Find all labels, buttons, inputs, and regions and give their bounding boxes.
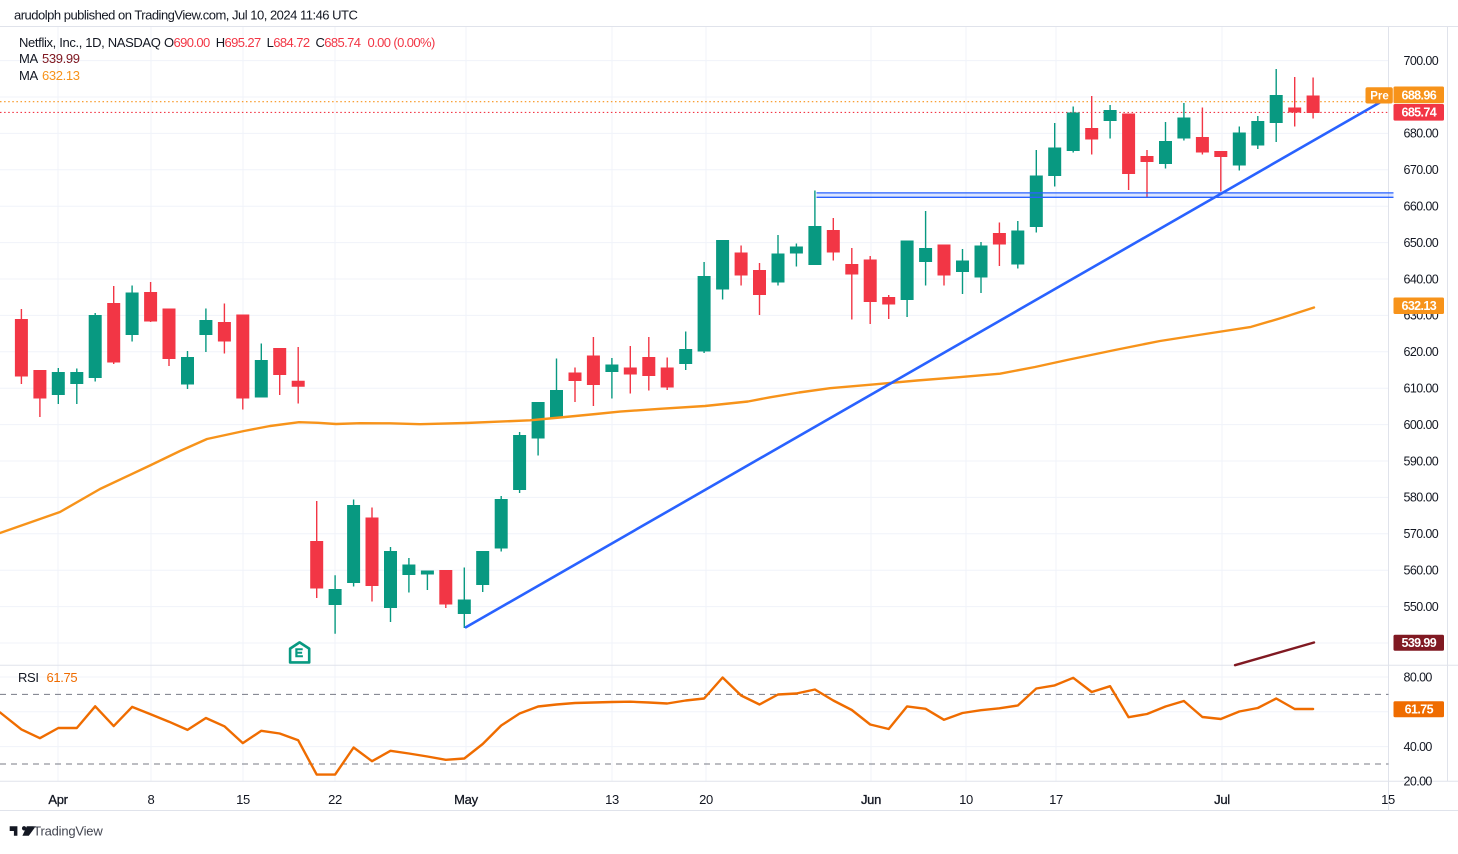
svg-text:17: 17	[1049, 792, 1063, 807]
svg-text:20.00: 20.00	[1404, 775, 1433, 789]
svg-text:590.00: 590.00	[1404, 454, 1439, 468]
svg-text:670.00: 670.00	[1404, 163, 1439, 177]
svg-text:688.96: 688.96	[1401, 88, 1436, 102]
svg-text:80.00: 80.00	[1404, 670, 1433, 684]
svg-text:15: 15	[236, 792, 250, 807]
svg-text:600.00: 600.00	[1404, 418, 1439, 432]
svg-text:40.00: 40.00	[1404, 740, 1433, 754]
svg-text:13: 13	[605, 792, 619, 807]
svg-text:Netflix, Inc., 1D, NASDAQ: Netflix, Inc., 1D, NASDAQ	[19, 35, 161, 50]
svg-text:632.13: 632.13	[1401, 299, 1436, 313]
svg-text:620.00: 620.00	[1404, 345, 1439, 359]
svg-text:10: 10	[959, 792, 973, 807]
svg-text:Jul: Jul	[1214, 792, 1230, 807]
svg-text:680.00: 680.00	[1404, 127, 1439, 141]
svg-text:RSI 61.75: RSI 61.75	[18, 670, 77, 685]
svg-text:550.00: 550.00	[1404, 600, 1439, 614]
svg-text:MA 632.13: MA 632.13	[19, 68, 80, 83]
svg-text:570.00: 570.00	[1404, 527, 1439, 541]
svg-text:MA 539.99: MA 539.99	[19, 51, 80, 66]
svg-text:560.00: 560.00	[1404, 564, 1439, 578]
svg-text:61.75: 61.75	[1405, 703, 1434, 717]
svg-text:20: 20	[699, 792, 713, 807]
svg-text:22: 22	[328, 792, 342, 807]
svg-text:640.00: 640.00	[1404, 272, 1439, 286]
svg-text:700.00: 700.00	[1404, 54, 1439, 68]
svg-text:15: 15	[1381, 792, 1395, 807]
svg-text:610.00: 610.00	[1404, 382, 1439, 396]
svg-text:539.99: 539.99	[1401, 636, 1436, 650]
svg-text:May: May	[454, 792, 478, 807]
svg-text:TradingView: TradingView	[33, 823, 103, 838]
svg-text:8: 8	[148, 792, 155, 807]
svg-text:Pre: Pre	[1370, 91, 1389, 103]
svg-text:Jun: Jun	[861, 792, 881, 807]
svg-text:685.74: 685.74	[1401, 106, 1436, 120]
svg-text:arudolph published on TradingV: arudolph published on TradingView.com, J…	[14, 8, 357, 23]
svg-text:580.00: 580.00	[1404, 491, 1439, 505]
svg-text:Apr: Apr	[48, 792, 68, 807]
svg-text:650.00: 650.00	[1404, 236, 1439, 250]
svg-text:660.00: 660.00	[1404, 200, 1439, 214]
